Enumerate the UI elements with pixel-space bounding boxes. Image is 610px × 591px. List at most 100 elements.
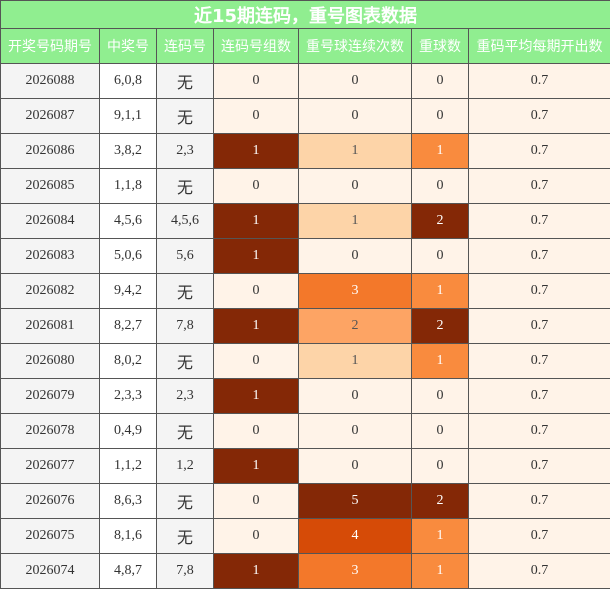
cell: 0 xyxy=(411,63,469,99)
cell: 1,2 xyxy=(156,448,214,484)
cell: 2026081 xyxy=(0,308,100,344)
cell: 1 xyxy=(213,133,299,169)
cell: 3 xyxy=(298,553,412,589)
cell: 2 xyxy=(411,308,469,344)
cell: 0 xyxy=(213,518,299,554)
title: 近15期连码，重号图表数据 xyxy=(0,0,610,29)
cell: 2026082 xyxy=(0,273,100,309)
cell: 0 xyxy=(298,238,412,274)
row: 2026078 0,4,9 无 0 0 0 0.7 xyxy=(0,413,610,449)
cell: 0.7 xyxy=(467,553,610,589)
cell: 8,6,3 xyxy=(99,483,157,519)
row: 2026086 3,8,2 2,3 1 1 1 0.7 xyxy=(0,133,610,169)
cell: 2026078 xyxy=(0,413,100,449)
row: 2026087 9,1,1 无 0 0 0 0.7 xyxy=(0,98,610,134)
cell: 1 xyxy=(411,273,469,309)
cell: 2026080 xyxy=(0,343,100,379)
cell: 2026074 xyxy=(0,553,100,589)
cell: 2026075 xyxy=(0,518,100,554)
cell: 2 xyxy=(411,203,469,239)
cell: 无 xyxy=(156,343,214,379)
cell: 0 xyxy=(298,448,412,484)
cell: 5,6 xyxy=(156,238,214,274)
header-cell: 连码号组数 xyxy=(213,28,299,64)
cell: 4 xyxy=(298,518,412,554)
cell: 1 xyxy=(213,308,299,344)
cell: 2026087 xyxy=(0,98,100,134)
cell: 7,8 xyxy=(156,308,214,344)
row: 2026081 8,2,7 7,8 1 2 2 0.7 xyxy=(0,308,610,344)
cell: 2026079 xyxy=(0,378,100,414)
cell: 8,0,2 xyxy=(99,343,157,379)
header-cell: 中奖号 xyxy=(99,28,157,64)
cell: 0.7 xyxy=(467,308,610,344)
cell: 0 xyxy=(298,63,412,99)
row: 2026077 1,1,2 1,2 1 0 0 0.7 xyxy=(0,448,610,484)
cell: 无 xyxy=(156,63,214,99)
cell: 0.7 xyxy=(467,413,610,449)
cell: 1 xyxy=(213,238,299,274)
cell: 0 xyxy=(411,378,469,414)
cell: 2026084 xyxy=(0,203,100,239)
cell: 0 xyxy=(298,98,412,134)
cell: 0.7 xyxy=(467,378,610,414)
cell: 1 xyxy=(411,343,469,379)
cell: 无 xyxy=(156,98,214,134)
header-cell: 重号球连续次数 xyxy=(298,28,412,64)
header-cell: 重球数 xyxy=(411,28,469,64)
cell: 1 xyxy=(411,133,469,169)
cell: 2026085 xyxy=(0,168,100,204)
cell: 无 xyxy=(156,483,214,519)
cell: 5 xyxy=(298,483,412,519)
cell: 1 xyxy=(411,518,469,554)
cell: 3 xyxy=(298,273,412,309)
cell: 0.7 xyxy=(467,273,610,309)
cell: 9,1,1 xyxy=(99,98,157,134)
cell: 2026083 xyxy=(0,238,100,274)
cell: 1 xyxy=(411,553,469,589)
cell: 2,3 xyxy=(156,378,214,414)
cell: 0.7 xyxy=(467,203,610,239)
cell: 1 xyxy=(213,553,299,589)
row: 2026076 8,6,3 无 0 5 2 0.7 xyxy=(0,483,610,519)
cell: 1,1,2 xyxy=(99,448,157,484)
cell: 0 xyxy=(213,413,299,449)
cell: 8,2,7 xyxy=(99,308,157,344)
cell: 0 xyxy=(213,273,299,309)
row: 2026084 4,5,6 4,5,6 1 1 2 0.7 xyxy=(0,203,610,239)
cell: 4,8,7 xyxy=(99,553,157,589)
cell: 0.7 xyxy=(467,98,610,134)
cell: 1 xyxy=(213,448,299,484)
cell: 4,5,6 xyxy=(156,203,214,239)
cell: 3,8,2 xyxy=(99,133,157,169)
cell: 4,5,6 xyxy=(99,203,157,239)
cell: 2026076 xyxy=(0,483,100,519)
row: 2026083 5,0,6 5,6 1 0 0 0.7 xyxy=(0,238,610,274)
cell: 0 xyxy=(298,168,412,204)
cell: 0 xyxy=(411,448,469,484)
cell: 无 xyxy=(156,273,214,309)
row: 2026074 4,8,7 7,8 1 3 1 0.7 xyxy=(0,553,610,589)
cell: 0.7 xyxy=(467,133,610,169)
cell: 0.7 xyxy=(467,483,610,519)
cell: 0 xyxy=(213,483,299,519)
cell: 0 xyxy=(213,168,299,204)
row: 2026080 8,0,2 无 0 1 1 0.7 xyxy=(0,343,610,379)
cell: 5,0,6 xyxy=(99,238,157,274)
cell: 0.7 xyxy=(467,343,610,379)
cell: 0 xyxy=(411,98,469,134)
cell: 0.7 xyxy=(467,518,610,554)
cell: 0.7 xyxy=(467,63,610,99)
header-row: 开奖号码期号 中奖号 连码号 连码号组数 重号球连续次数 重球数 重码平均每期开出数 xyxy=(0,28,610,64)
cell: 2 xyxy=(298,308,412,344)
cell: 0 xyxy=(411,238,469,274)
cell: 0 xyxy=(213,343,299,379)
cell: 2026088 xyxy=(0,63,100,99)
cell: 9,4,2 xyxy=(99,273,157,309)
cell: 2026086 xyxy=(0,133,100,169)
cell: 7,8 xyxy=(156,553,214,589)
cell: 0.7 xyxy=(467,168,610,204)
cell: 1 xyxy=(298,343,412,379)
